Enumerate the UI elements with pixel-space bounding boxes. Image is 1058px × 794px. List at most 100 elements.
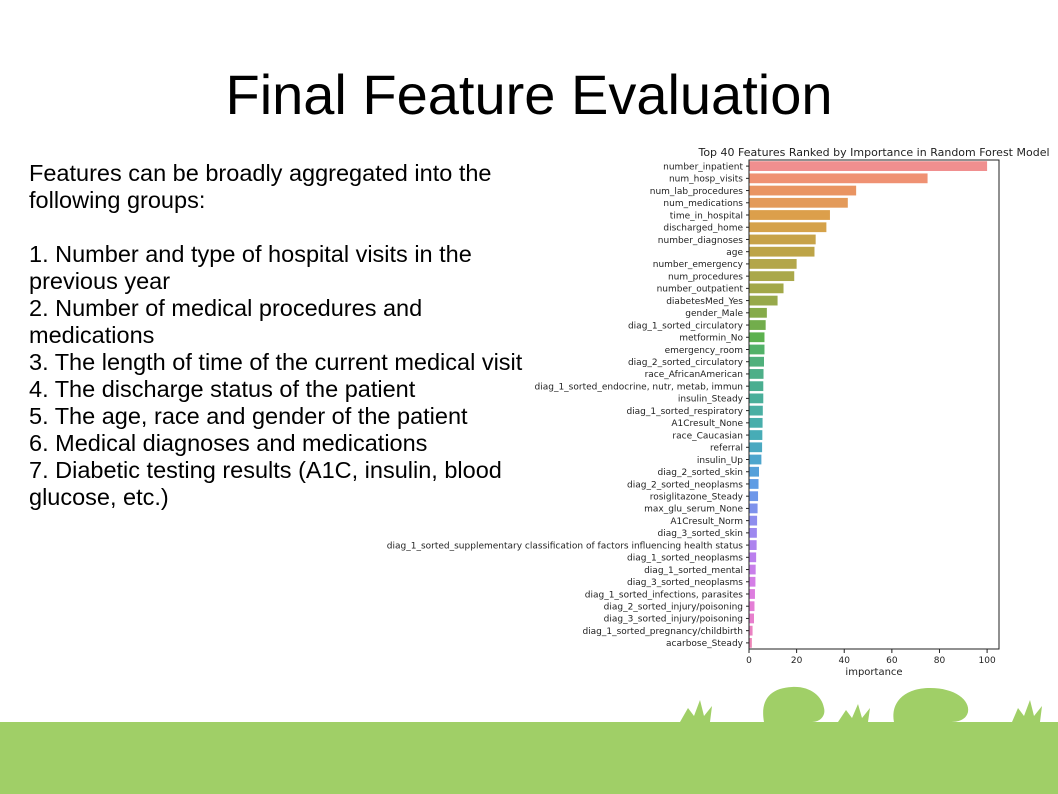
y-tick-label: diag_1_sorted_neoplasms: [627, 554, 743, 564]
bar-30: [749, 515, 758, 526]
rock-icon: [893, 688, 969, 722]
bar-26: [749, 466, 759, 477]
bar-6: [749, 222, 827, 233]
y-tick-label: race_AfricanAmerican: [645, 370, 743, 380]
y-tick-label: diag_3_sorted_skin: [658, 529, 743, 539]
bar-21: [749, 405, 763, 416]
y-tick-label: number_emergency: [653, 260, 744, 270]
bar-17: [749, 356, 764, 367]
bar-24: [749, 442, 763, 453]
y-tick-label: time_in_hospital: [670, 211, 743, 221]
y-tick-label: diabetesMed_Yes: [666, 297, 743, 307]
intro-text: Features can be broadly aggregated into …: [29, 160, 492, 213]
y-tick-label: A1Cresult_Norm: [670, 517, 743, 527]
bar-39: [749, 625, 753, 636]
bar-34: [749, 564, 756, 575]
bar-15: [749, 332, 765, 343]
y-tick-label: rosiglitazone_Steady: [650, 492, 744, 502]
grass-tuft-icon: [838, 704, 870, 722]
y-tick-label: diag_1_sorted_infections, parasites: [585, 590, 744, 600]
y-tick-label: acarbose_Steady: [666, 639, 744, 649]
bar-27: [749, 479, 759, 489]
bar-18: [749, 369, 764, 379]
bar-35: [749, 576, 756, 587]
bar-8: [749, 246, 815, 257]
y-tick-label: age: [726, 248, 743, 258]
y-tick-label: diag_2_sorted_neoplasms: [627, 480, 743, 490]
x-tick-label: 40: [839, 656, 851, 666]
y-tick-label: max_glu_serum_None: [644, 505, 743, 515]
y-tick-label: metformin_No: [679, 334, 743, 344]
bar-38: [749, 613, 754, 624]
group-item-2: 2. Number of medical procedures and medi…: [29, 295, 423, 348]
plot-frame: [748, 159, 1000, 650]
bar-29: [749, 503, 758, 514]
grass-ground: [0, 722, 1058, 794]
bar-23: [749, 430, 763, 440]
feature-importance-chart: Top 40 Features Ranked by Importance in …: [387, 146, 1050, 678]
bars-group: [749, 161, 988, 648]
y-tick-label: diag_2_sorted_circulatory: [628, 358, 744, 368]
y-tick-label: insulin_Up: [697, 456, 743, 466]
bar-2: [749, 173, 928, 184]
bar-7: [749, 234, 816, 245]
x-tick-label: 60: [886, 656, 898, 666]
bar-11: [749, 283, 784, 294]
y-tick-label: race_Caucasian: [672, 431, 743, 441]
y-tick-label: num_lab_procedures: [650, 187, 744, 197]
x-tick-label: 80: [934, 656, 946, 666]
y-tick-label: num_hosp_visits: [669, 175, 743, 185]
x-axis-label: importance: [845, 667, 902, 678]
y-tick-label: num_medications: [663, 199, 743, 209]
y-tick-label: diag_2_sorted_injury/poisoning: [604, 603, 743, 613]
x-tick-label: 100: [979, 656, 996, 666]
bar-12: [749, 295, 778, 306]
y-tick-label: diag_1_sorted_pregnancy/childbirth: [582, 627, 743, 637]
group-item-3: 3. The length of time of the current med…: [29, 349, 523, 375]
bar-4: [749, 197, 848, 208]
y-tick-label: discharged_home: [663, 224, 743, 234]
y-tick-label: diag_1_sorted_supplementary classificati…: [387, 541, 744, 551]
x-tick-label: 0: [746, 656, 752, 666]
bar-13: [749, 307, 767, 318]
x-ticks: 0 20 40 60 80 100: [746, 649, 996, 666]
y-tick-label: diag_1_sorted_circulatory: [628, 321, 744, 331]
y-tick-label: number_inpatient: [663, 162, 743, 172]
y-tick-label: diag_1_sorted_endocrine, nutr, metab, im…: [535, 382, 744, 392]
bar-36: [749, 589, 755, 599]
bar-19: [749, 381, 764, 392]
y-tick-label: diag_2_sorted_skin: [658, 468, 743, 478]
y-tick-label: number_diagnoses: [658, 236, 744, 246]
y-tick-label: gender_Male: [685, 309, 743, 319]
y-tick-label: insulin_Steady: [678, 395, 744, 405]
bar-16: [749, 344, 765, 355]
bar-1: [749, 161, 988, 172]
bar-33: [749, 552, 757, 563]
y-tick-label: diag_3_sorted_neoplasms: [627, 578, 743, 588]
bar-5: [749, 210, 830, 220]
y-tick-label: number_outpatient: [657, 285, 744, 295]
bar-31: [749, 527, 757, 538]
group-item-4: 4. The discharge status of the patient: [29, 376, 416, 402]
y-tick-label: diag_3_sorted_injury/poisoning: [604, 615, 743, 625]
grass-tuft-icon: [1012, 700, 1042, 722]
bar-28: [749, 491, 759, 502]
group-item-5: 5. The age, race and gender of the patie…: [29, 403, 468, 429]
x-tick-label: 20: [791, 656, 803, 666]
y-tick-label: referral: [710, 444, 743, 454]
bar-20: [749, 393, 764, 404]
y-tick-labels: number_inpatient num_hosp_visits num_lab_p…: [387, 162, 749, 649]
bar-9: [749, 259, 797, 269]
bush-icon: [763, 686, 825, 722]
y-tick-label: diag_1_sorted_respiratory: [626, 407, 743, 417]
group-item-6: 6. Medical diagnoses and medications: [29, 430, 428, 456]
bar-10: [749, 271, 795, 282]
grass-decoration: [680, 686, 1042, 722]
bar-25: [749, 454, 762, 465]
bar-37: [749, 601, 755, 612]
group-item-7: 7. Diabetic testing results (A1C, insuli…: [29, 457, 502, 510]
y-tick-label: emergency_room: [665, 346, 743, 356]
y-tick-label: diag_1_sorted_mental: [644, 566, 743, 576]
body-text: Features can be broadly aggregated into …: [29, 160, 529, 511]
grass-tuft-icon: [680, 700, 712, 722]
